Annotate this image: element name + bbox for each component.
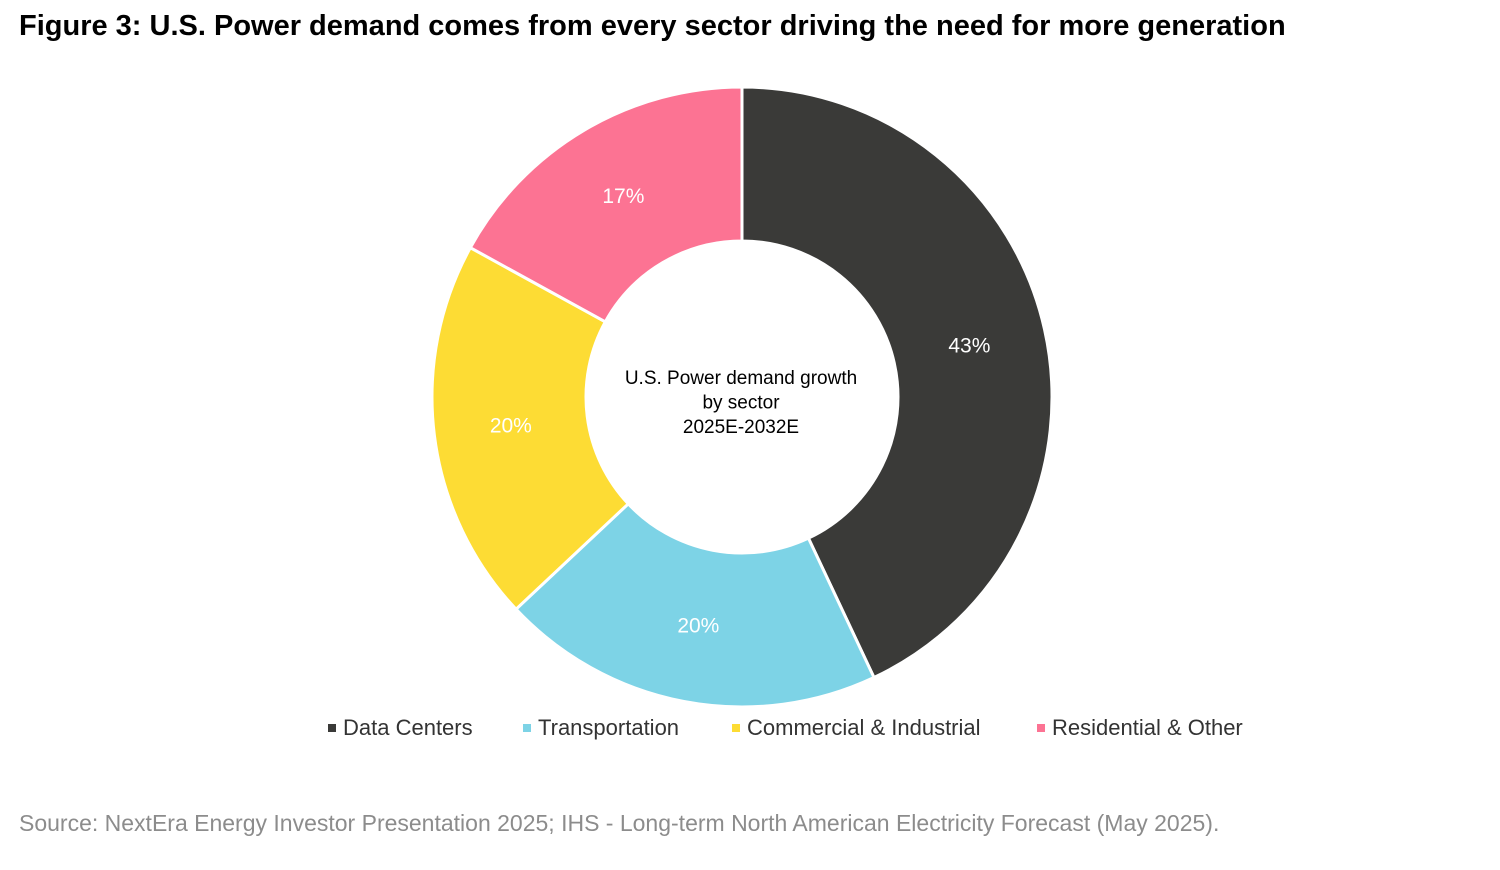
center-label-line-1: U.S. Power demand growth [625, 368, 857, 389]
data-label-transportation: 20% [677, 614, 719, 637]
legend-item-residential-and-other: Residential & Other [1037, 715, 1243, 741]
legend-label-transportation: Transportation [538, 715, 680, 740]
legend-label-residential-and-other: Residential & Other [1052, 715, 1243, 740]
legend-item-commercial-and-industrial: Commercial & Industrial [732, 715, 981, 741]
source-note: Source: NextEra Energy Investor Presenta… [19, 810, 1220, 836]
legend-label-commercial-and-industrial: Commercial & Industrial [747, 715, 981, 740]
data-label-data-centers: 43% [948, 335, 990, 358]
legend-label-data-centers: Data Centers [343, 715, 473, 740]
figure-title: Figure 3: U.S. Power demand comes from e… [19, 10, 1286, 42]
center-label-line-2: by sector [702, 393, 780, 414]
legend-swatch-residential-and-other [1037, 724, 1045, 732]
center-label-line-3: 2025E-2032E [683, 417, 799, 438]
data-label-residential-and-other: 17% [602, 185, 644, 208]
legend-swatch-transportation [523, 724, 531, 732]
donut-slice-commercial-and-industrial [430, 246, 630, 611]
legend-item-transportation: Transportation [523, 715, 679, 741]
legend-swatch-commercial-and-industrial [732, 724, 740, 732]
donut-slice-data-centers [740, 85, 1054, 679]
legend-item-data-centers: Data Centers [328, 715, 473, 741]
donut-slice-residential-and-other [468, 85, 744, 324]
donut-slice-transportation [514, 502, 876, 709]
legend-swatch-data-centers [328, 724, 336, 732]
chart-legend: Data Centers Transportation Commercial & I… [0, 715, 1500, 747]
data-label-commercial-and-industrial: 20% [490, 415, 532, 438]
